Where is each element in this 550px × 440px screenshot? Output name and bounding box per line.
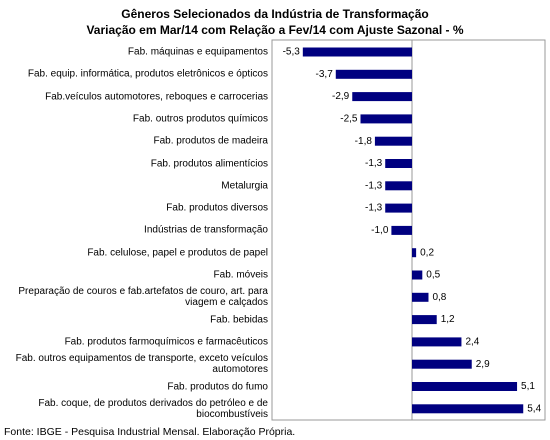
chart-title: Gêneros Selecionados da Indústria de Tra… [121,7,429,21]
category-label: Fab. outros produtos químicos [132,113,268,125]
value-label: 5,1 [521,381,535,392]
bar [412,337,462,347]
category-label: Fab. máquinas e equipamentos [127,46,268,58]
value-label: 0,8 [432,292,446,303]
value-label: 2,4 [465,337,479,348]
category-label: Fab.veículos automotores, reboques e car… [45,91,268,103]
category-label: Indústrias de transformação [144,224,268,236]
value-label: 0,2 [420,247,434,258]
bar [412,382,518,391]
category-label: Fab. celulose, papel e produtos de papel [87,247,268,259]
category-label: Fab. equip. informática, produtos eletrô… [27,68,268,80]
bar [385,203,412,213]
value-label: -1,8 [355,136,373,147]
value-label: -3,7 [316,69,334,80]
category-label: Fab. produtos farmoquímicos e farmacêuti… [64,336,268,348]
category-label: Fab. produtos diversos [166,202,268,214]
category-label: Fab. móveis [213,269,268,281]
bar [412,404,524,414]
bar [412,248,417,258]
value-label: 2,9 [476,359,490,370]
bar [412,359,472,369]
plot-border [271,39,546,421]
bar [412,292,429,302]
value-label: -2,5 [340,114,358,125]
value-label: -5,3 [283,47,301,58]
bar [374,136,412,146]
value-label: -1,3 [365,203,383,214]
bar [360,114,412,124]
category-label: Fab. outros equipamentos de transporte, … [15,353,268,376]
category-label: Fab. bebidas [210,314,268,326]
value-label: -1,3 [365,180,383,191]
bar [391,225,412,235]
value-label: -1,0 [371,225,389,236]
value-label: -2,9 [332,91,350,102]
category-label: Preparação de couros e fab.artefatos de … [18,286,268,309]
bar [412,270,423,280]
value-label: 0,5 [426,270,440,281]
chart-subtitle: Variação em Mar/14 com Relação a Fev/14 … [86,23,464,37]
value-label: 5,4 [527,403,541,414]
bar [385,159,412,168]
bar [302,47,412,57]
bar [412,315,437,325]
category-label: Fab. coque, de produtos derivados do pet… [38,397,268,420]
category-label: Fab. produtos alimentícios [150,158,268,169]
category-label: Metalurgia [221,180,268,192]
bar [352,92,412,102]
bar [335,69,412,79]
source-note: Fonte: IBGE - Pesquisa Industrial Mensal… [4,426,296,438]
category-label: Fab. produtos do fumo [167,381,268,392]
value-label: -1,3 [365,158,383,169]
value-label: 1,2 [441,314,455,325]
bar [385,181,412,191]
category-label: Fab. produtos de madeira [153,135,268,147]
